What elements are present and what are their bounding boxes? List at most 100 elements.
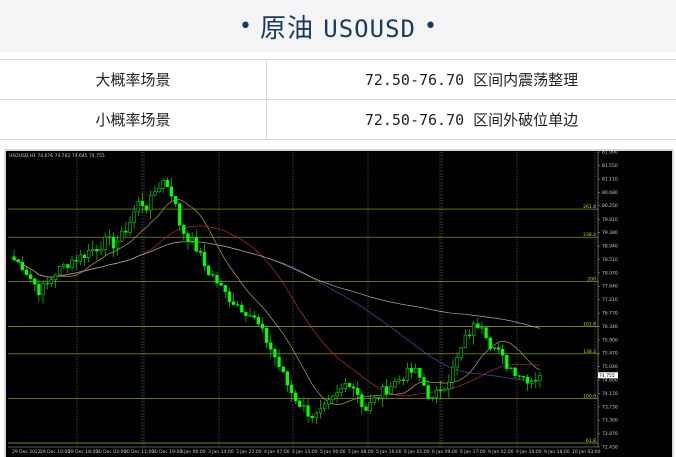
y-tick-label: 81.990 [602, 150, 618, 156]
fib-level-label: 238.2 [583, 232, 596, 238]
candle-body [182, 224, 186, 234]
candle-body [45, 283, 49, 285]
candle-body [347, 383, 352, 388]
candle-body [351, 386, 356, 389]
x-tick-label: 10 Jan 03:00 [572, 449, 601, 455]
candle-body [492, 347, 497, 349]
candle-body [49, 279, 53, 284]
fib-level-label: 261.8 [583, 204, 596, 210]
candle-body [488, 337, 492, 349]
scenario-value: 72.50-76.70 区间内震荡整理 [266, 59, 676, 100]
candle-body [161, 180, 165, 189]
y-tick-label: 78.070 [602, 270, 618, 276]
x-tick-label: 3 Jan 14:00 [208, 449, 234, 455]
y-tick-label: 81.110 [602, 177, 618, 183]
x-tick-label: 30 Dec 11:00 [124, 449, 154, 455]
fib-level-label: 161.8 [583, 322, 596, 328]
candle-body [422, 377, 426, 386]
y-tick-label: 77.210 [602, 297, 618, 303]
candle-body [447, 381, 451, 390]
title-commodity: 原油 [260, 13, 315, 44]
candle-body [389, 386, 393, 394]
candle-body [33, 278, 37, 285]
candle-body [215, 275, 219, 284]
candle-body [252, 315, 256, 318]
x-tick-label: 4 Jan 15:00 [292, 449, 318, 455]
candle-body [529, 381, 534, 384]
candle-body [426, 385, 430, 399]
candle-body [418, 367, 422, 378]
chart-title: USOUSD,H1 74.676 74.782 74.645 74.755 [9, 153, 105, 159]
candle-body [285, 371, 290, 386]
candle-body [318, 408, 323, 414]
candle-body [190, 237, 194, 242]
x-tick-label: 3 Jan 06:00 [180, 449, 206, 455]
candle-body [115, 240, 120, 249]
candle-body [314, 412, 318, 419]
candle-body [438, 389, 443, 392]
candle-body [128, 221, 132, 233]
candle-body [264, 328, 269, 343]
y-tick-label: 78.940 [602, 244, 618, 250]
candle-body [505, 354, 509, 369]
candle-body [62, 264, 66, 267]
y-tick-label: 77.640 [602, 284, 618, 290]
candle-body [322, 403, 327, 410]
fib-level-label: 200 [587, 276, 596, 282]
y-tick-label: 73.730 [602, 404, 618, 410]
candle-body [434, 389, 439, 398]
candle-body [273, 348, 277, 358]
candle-body [484, 327, 488, 339]
candle-body [136, 201, 140, 213]
candle-body [41, 283, 45, 296]
candle-body [82, 254, 87, 258]
chart-background [6, 151, 672, 457]
fib-level-label: 100.0 [583, 394, 596, 400]
y-tick-label: 75.900 [602, 337, 618, 343]
candle-body [111, 237, 116, 249]
candle-body [24, 269, 29, 275]
y-tick-label: 80.250 [602, 203, 618, 209]
candle-body [53, 274, 58, 280]
scenario-table: 大概率场景 72.50-76.70 区间内震荡整理 小概率场景 72.50-76… [0, 59, 676, 140]
candle-body [103, 236, 107, 250]
candle-body [430, 396, 434, 399]
fib-level-label: 61.8 [586, 438, 596, 444]
table-row: 大概率场景 72.50-76.70 区间内震荡整理 [0, 59, 676, 100]
candle-body [277, 356, 281, 368]
candle-body [306, 405, 310, 417]
candle-body [165, 180, 169, 188]
candle-body [66, 264, 70, 268]
candle-body [409, 367, 414, 373]
candle-body [240, 304, 244, 313]
candle-body [289, 384, 294, 394]
y-tick-label: 74.170 [602, 391, 618, 397]
x-tick-label: 5 Jan 08:00 [348, 449, 374, 455]
candle-body [393, 381, 397, 388]
candle-body [302, 405, 306, 407]
candle-body [364, 406, 368, 411]
candle-body [173, 196, 178, 204]
candle-body [211, 274, 215, 276]
scenario-value: 72.50-76.70 区间外破位单边 [266, 99, 676, 140]
candle-body [207, 265, 211, 275]
candle-body [86, 249, 91, 258]
candle-body [401, 379, 405, 381]
candle-body [455, 357, 459, 368]
candle-body [231, 301, 236, 305]
candle-body [517, 375, 521, 377]
x-tick-label: 9 Jan 02:00 [488, 449, 514, 455]
candle-body [107, 236, 111, 238]
candle-body [149, 194, 153, 211]
candle-body [248, 315, 252, 317]
candle-body [144, 205, 149, 211]
x-tick-label: 4 Jan 07:00 [264, 449, 290, 455]
x-tick-label: 6 Jan 09:00 [432, 449, 458, 455]
candle-body [293, 392, 298, 402]
candle-body [12, 256, 16, 261]
candle-body [178, 203, 182, 226]
candle-body [260, 323, 265, 329]
candle-body [521, 376, 526, 378]
candle-body [534, 380, 538, 382]
price-chart: USOUSD,H1 74.676 74.782 74.645 74.755 26… [4, 149, 674, 457]
